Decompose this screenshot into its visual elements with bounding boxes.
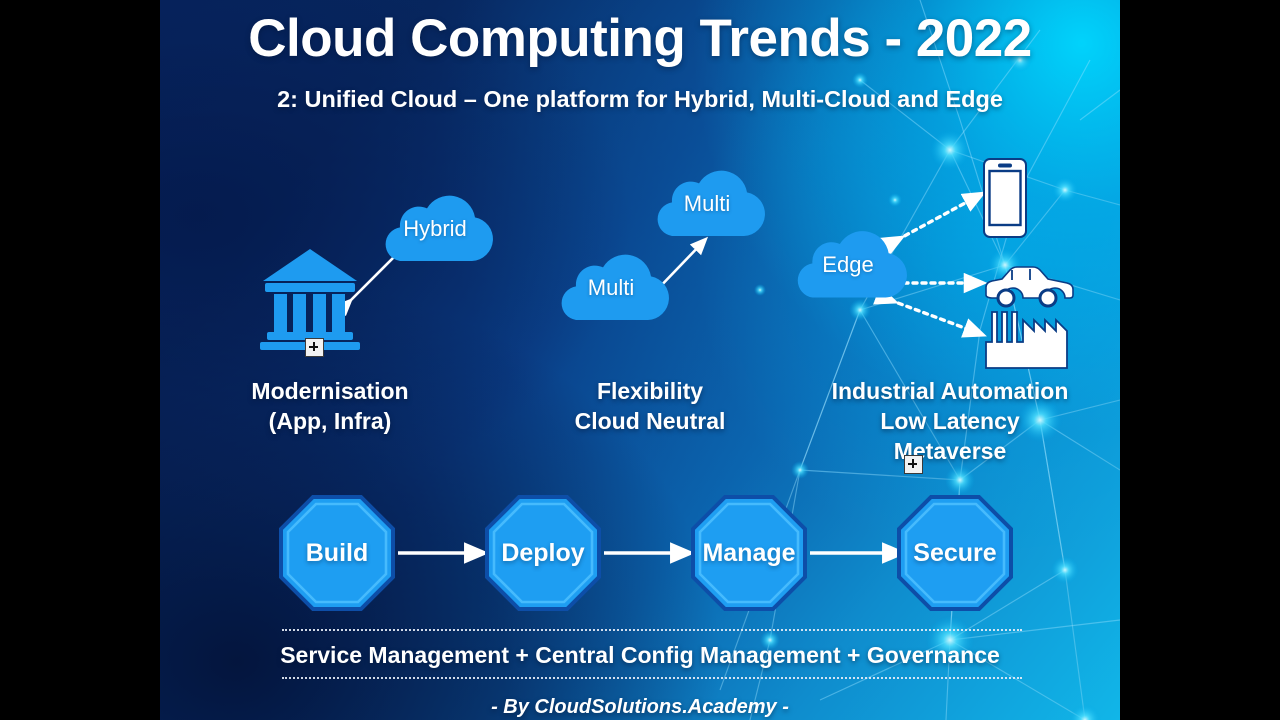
lifecycle-step-manage-label: Manage — [702, 538, 796, 567]
cloud-hybrid-label: Hybrid — [403, 216, 467, 241]
lifecycle-step-manage[interactable]: Manage — [691, 495, 807, 611]
cloud-multi-left-label: Multi — [587, 275, 635, 300]
caption-industrial: Industrial Automation Low Latency Metave… — [780, 376, 1120, 466]
caption-modernisation-line2: (App, Infra) — [268, 408, 392, 434]
cloud-edge: Edge — [788, 228, 908, 302]
footer-byline: - By CloudSolutions.Academy - — [491, 696, 789, 718]
letterbox-right — [1120, 0, 1280, 720]
smartphone-icon — [983, 158, 1027, 238]
lifecycle-step-build[interactable]: Build — [279, 495, 395, 611]
lifecycle-step-build-label: Build — [305, 538, 369, 567]
caption-flexibility-line2: Cloud Neutral — [574, 408, 726, 434]
bank-icon — [260, 249, 360, 350]
letterbox-left — [0, 0, 160, 720]
cloud-multi-top-label: Multi — [683, 191, 731, 216]
cloud-edge-label: Edge — [822, 252, 874, 277]
caption-industrial-line3: Metaverse — [893, 438, 1007, 464]
cloud-shape — [797, 231, 907, 298]
cloud-multi-left: Multi — [552, 252, 670, 324]
lifecycle-step-deploy[interactable]: Deploy — [485, 495, 601, 611]
octagon-shape — [279, 495, 395, 611]
slide-title: Cloud Computing Trends - 2022 — [248, 9, 1032, 68]
slide-canvas: Cloud Computing Trends - 2022 2: Unified… — [160, 0, 1120, 720]
car-icon — [985, 266, 1074, 308]
cursor-plus-mark-metaverse — [904, 455, 923, 474]
factory-icon — [985, 311, 1068, 369]
cloud-hybrid: Hybrid — [376, 193, 494, 265]
caption-modernisation-line1: Modernisation — [251, 378, 409, 404]
octagon-shape — [691, 495, 807, 611]
lifecycle-step-secure[interactable]: Secure — [897, 495, 1013, 611]
cloud-multi-top: Multi — [648, 168, 766, 240]
cursor-plus-mark-bank — [305, 338, 324, 357]
caption-flexibility: Flexibility Cloud Neutral — [490, 376, 810, 436]
cloud-shape — [385, 195, 493, 261]
caption-flexibility-line1: Flexibility — [596, 378, 704, 404]
octagon-shape — [485, 495, 601, 611]
footer-divider-top — [282, 629, 1022, 631]
footer-divider-bottom — [282, 677, 1022, 679]
lifecycle-step-deploy-label: Deploy — [501, 538, 585, 567]
octagon-shape — [897, 495, 1013, 611]
footer-banner-text: Service Management + Central Config Mana… — [280, 642, 1000, 668]
cloud-shape — [561, 254, 669, 320]
lifecycle-step-secure-label: Secure — [913, 538, 997, 567]
caption-modernisation: Modernisation (App, Infra) — [170, 376, 490, 436]
cloud-shape — [657, 170, 765, 236]
caption-industrial-line2: Low Latency — [880, 408, 1020, 434]
caption-industrial-line1: Industrial Automation — [831, 378, 1069, 404]
slide-subtitle: 2: Unified Cloud – One platform for Hybr… — [277, 86, 1003, 112]
